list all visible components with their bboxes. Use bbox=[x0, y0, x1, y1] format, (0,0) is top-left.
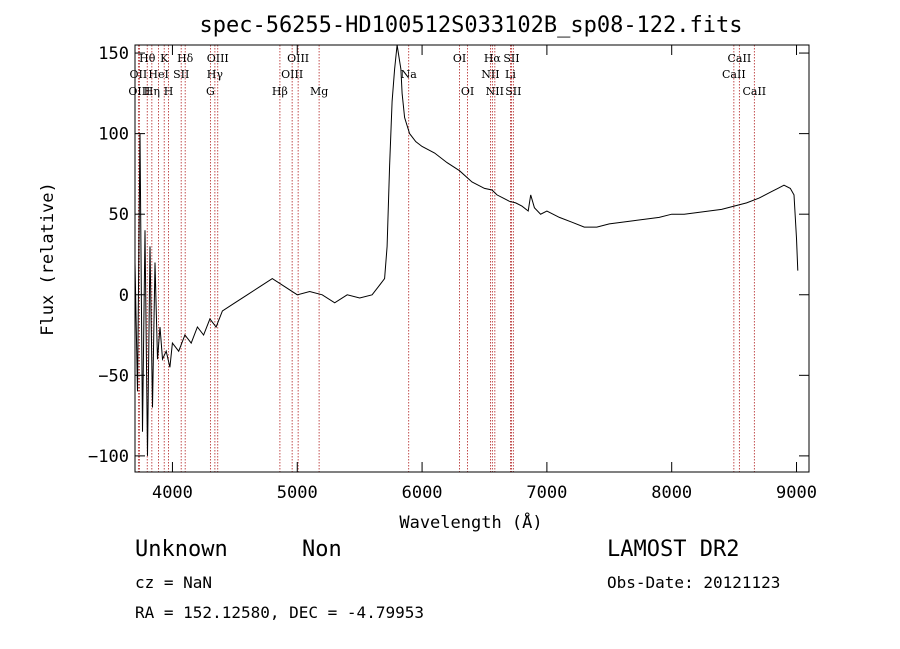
line-label: Na bbox=[401, 68, 418, 81]
line-label: Hα bbox=[484, 52, 502, 65]
line-label: OII bbox=[130, 68, 148, 81]
x-tick-label: 6000 bbox=[402, 483, 443, 503]
line-label: Hδ bbox=[177, 52, 194, 65]
y-tick-label: −100 bbox=[88, 447, 129, 467]
line-label: Hγ bbox=[207, 68, 224, 81]
y-tick-label: 150 bbox=[98, 44, 129, 64]
y-tick-label: 100 bbox=[98, 125, 129, 145]
redshift-cz: cz = NaN bbox=[135, 573, 213, 592]
plot-frame bbox=[134, 44, 810, 473]
line-label: Hβ bbox=[272, 85, 288, 98]
spectral-line-markers bbox=[137, 45, 755, 472]
x-tick-label: 4000 bbox=[152, 483, 193, 503]
observation-date: Obs-Date: 20121123 bbox=[607, 573, 781, 592]
y-tick-label: −50 bbox=[98, 366, 129, 386]
line-label: Li bbox=[505, 68, 516, 81]
line-label: Hθ bbox=[139, 52, 156, 65]
line-label: OIII bbox=[281, 68, 303, 81]
line-label: SII bbox=[173, 68, 189, 81]
x-axis-label: Wavelength (Å) bbox=[399, 511, 542, 533]
line-label: G bbox=[206, 85, 215, 98]
x-tick-label: 7000 bbox=[526, 483, 567, 503]
object-class: Unknown bbox=[135, 537, 228, 562]
line-label: SII bbox=[503, 52, 519, 65]
y-tick-label: 50 bbox=[109, 205, 129, 225]
line-label: OI bbox=[453, 52, 466, 65]
y-axis-label: Flux (relative) bbox=[38, 182, 58, 336]
line-label: CaII bbox=[742, 85, 766, 98]
y-axis-ticks: −100 −50 0 50 100 150 bbox=[88, 44, 809, 467]
line-label: SII bbox=[505, 85, 521, 98]
y-tick-label: 0 bbox=[119, 286, 129, 306]
line-label: OI bbox=[461, 85, 474, 98]
x-axis-ticks: 4000 5000 6000 7000 8000 9000 bbox=[152, 45, 817, 503]
spectral-line-labels: Hθ OII OIII K HeI Hη SII H Hδ OIII Hγ G Hβ OIII OIII Mg… bbox=[128, 52, 766, 98]
line-label: CaII bbox=[722, 68, 746, 81]
chart-title: spec-56255-HD100512S033102B_sp08-122.fit… bbox=[199, 13, 742, 38]
object-subclass: Non bbox=[302, 537, 342, 562]
line-label: K bbox=[160, 52, 169, 65]
line-label: Hη bbox=[144, 85, 160, 98]
line-label: OIII bbox=[128, 85, 150, 98]
line-label: OIII bbox=[287, 52, 309, 65]
line-label: NII bbox=[486, 85, 504, 98]
line-label: NII bbox=[481, 68, 499, 81]
survey-release: LAMOST DR2 bbox=[607, 537, 740, 562]
x-tick-label: 8000 bbox=[651, 483, 692, 503]
spectrum-series bbox=[134, 44, 799, 456]
x-tick-label: 5000 bbox=[277, 483, 318, 503]
x-tick-label: 9000 bbox=[776, 483, 817, 503]
line-label: OIII bbox=[207, 52, 229, 65]
line-label: H bbox=[164, 85, 174, 98]
line-label: CaII bbox=[728, 52, 752, 65]
coordinates: RA = 152.12580, DEC = -4.79953 bbox=[135, 603, 424, 622]
line-label: Mg bbox=[310, 85, 328, 98]
line-label: HeI bbox=[148, 68, 168, 81]
